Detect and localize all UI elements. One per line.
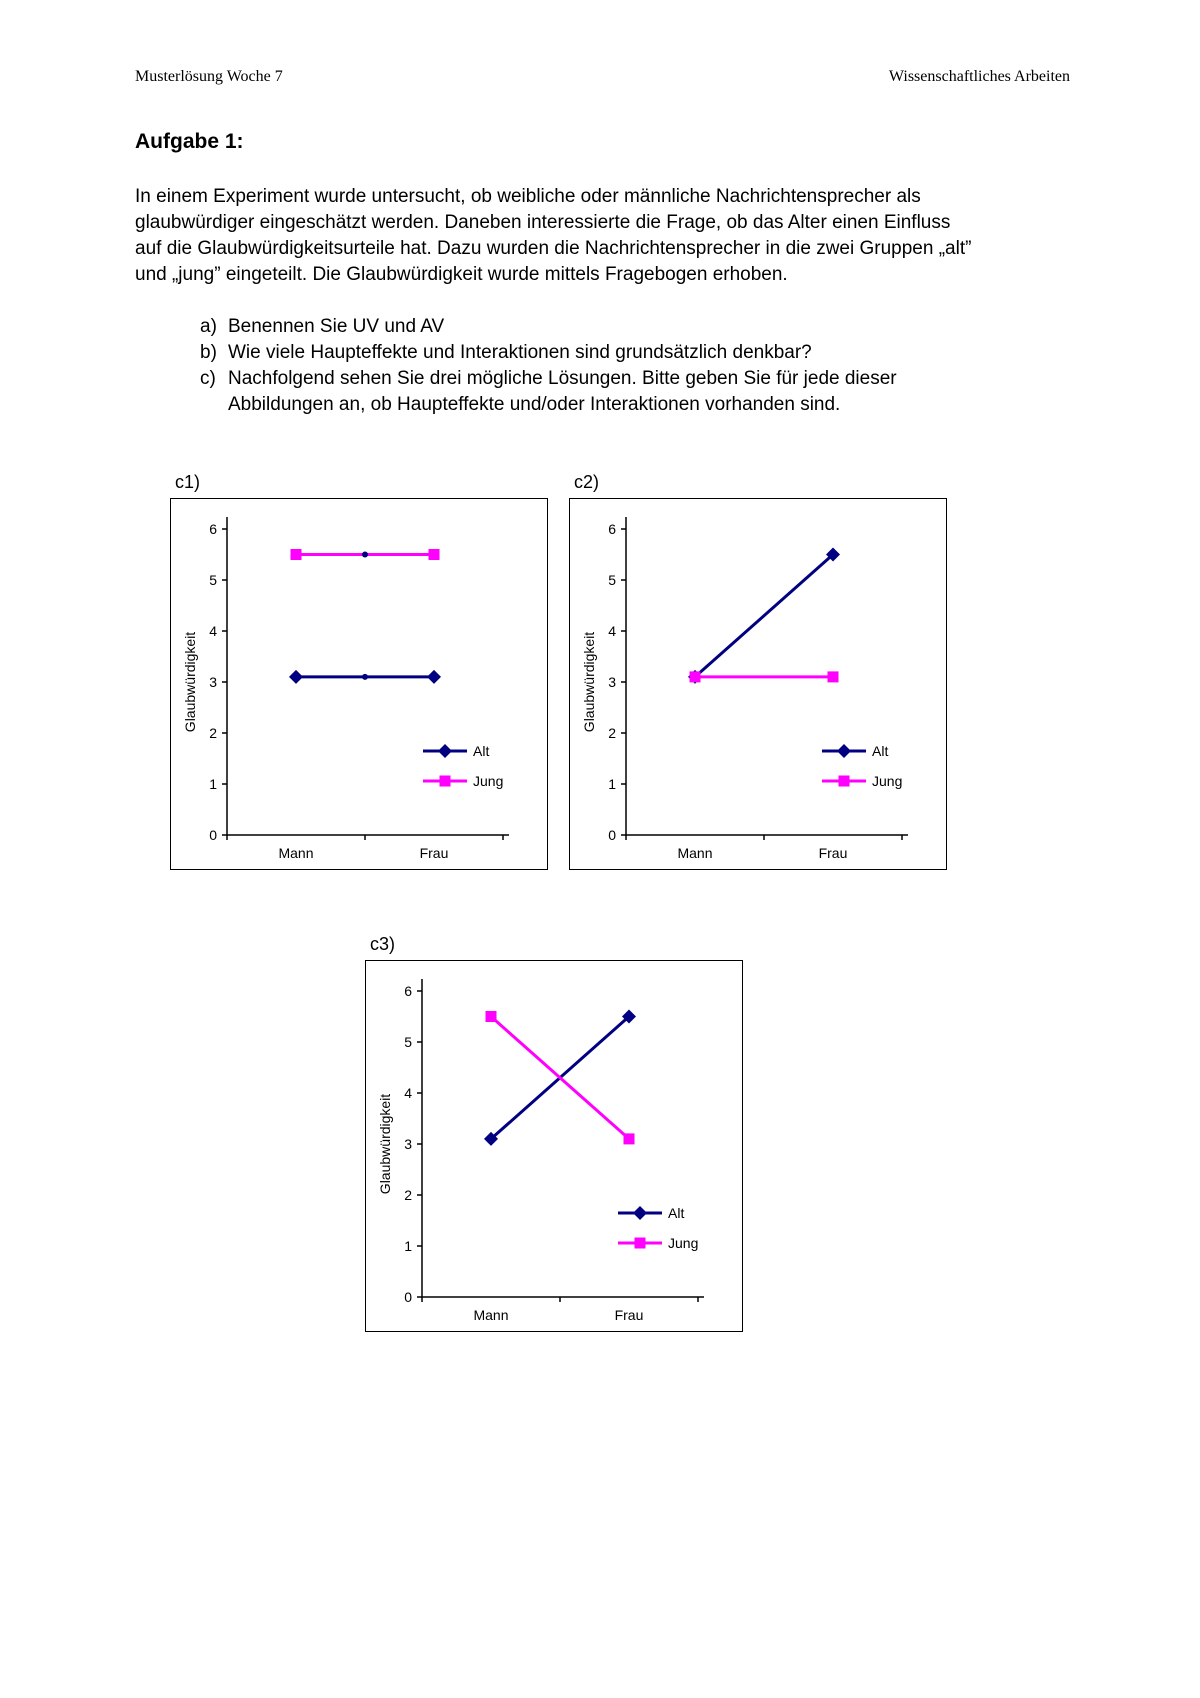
header-right-text: Wissenschaftliches Arbeiten (888, 68, 1070, 85)
svg-text:Jung: Jung (872, 773, 902, 789)
svg-text:5: 5 (608, 572, 616, 588)
task-marker: a) (200, 316, 217, 337)
svg-text:4: 4 (404, 1085, 412, 1101)
svg-text:3: 3 (404, 1136, 412, 1152)
task-item-a: a) Benennen Sie UV und AV (200, 314, 945, 340)
chart-c3: Mann Frau 0 1 2 3 4 5 6 Glaubwürdigkeit Alt Jung (365, 960, 743, 1332)
chart-svg: Mann Frau 0 1 2 3 4 5 6 Glaubwürdigkeit Alt Jung (581, 517, 908, 861)
chart-c2: Mann Frau 0 1 2 3 4 5 6 Glaubwürdigkeit Alt Jung (569, 498, 947, 870)
svg-text:Glaubwürdigkeit: Glaubwürdigkeit (377, 1094, 393, 1194)
chart-label-c2: c2) (574, 472, 600, 492)
svg-text:4: 4 (608, 623, 616, 639)
svg-text:3: 3 (209, 674, 217, 690)
svg-text:Alt: Alt (473, 743, 489, 759)
svg-text:Alt: Alt (872, 743, 888, 759)
chart-section-c2: c2) Mann Frau 0 1 2 3 4 5 6 Glaubwürdigkeit Alt Jun… (569, 472, 947, 870)
svg-text:3: 3 (608, 674, 616, 690)
header-left-text: Musterlösung Woche 7 (135, 68, 283, 85)
svg-text:0: 0 (608, 827, 616, 843)
svg-text:Jung: Jung (668, 1235, 698, 1251)
svg-text:1: 1 (608, 776, 616, 792)
svg-text:0: 0 (209, 827, 217, 843)
chart-c1: Mann Frau 0 1 2 3 4 5 6 Glaubwürdigkeit Alt Jung (170, 498, 548, 870)
svg-text:Frau: Frau (420, 845, 449, 861)
chart-svg: Mann Frau 0 1 2 3 4 5 6 Glaubwürdigkeit Alt Jung (182, 517, 509, 861)
svg-text:5: 5 (209, 572, 217, 588)
chart-svg: Mann Frau 0 1 2 3 4 5 6 Glaubwürdigkeit Alt Jung (377, 979, 704, 1323)
task-marker: c) (200, 368, 216, 389)
document-page: Musterlösung Woche 7 Wissenschaftliches … (135, 68, 1070, 1332)
svg-text:Mann: Mann (473, 1307, 508, 1323)
document-header: Musterlösung Woche 7 Wissenschaftliches … (135, 68, 1070, 86)
svg-text:6: 6 (209, 521, 217, 537)
svg-text:Alt: Alt (668, 1205, 684, 1221)
task-item-b: b) Wie viele Haupteffekte und Interaktio… (200, 340, 945, 366)
page-title: Aufgabe 1: (135, 130, 244, 153)
task-text: Nachfolgend sehen Sie drei mögliche Lösu… (228, 368, 897, 415)
svg-text:Frau: Frau (819, 845, 848, 861)
svg-text:6: 6 (608, 521, 616, 537)
svg-text:1: 1 (404, 1238, 412, 1254)
svg-text:2: 2 (209, 725, 217, 741)
charts-row: c1) Mann Frau 0 1 2 3 4 5 6 Glaubwürdigkeit Alt Jun… (170, 472, 1070, 870)
task-list: a) Benennen Sie UV und AV b) Wie viele H… (200, 314, 945, 418)
svg-text:4: 4 (209, 623, 217, 639)
svg-text:6: 6 (404, 983, 412, 999)
task-marker: b) (200, 342, 217, 363)
svg-text:Mann: Mann (677, 845, 712, 861)
chart-section-c1: c1) Mann Frau 0 1 2 3 4 5 6 Glaubwürdigkeit Alt Jun… (170, 472, 548, 870)
svg-text:Jung: Jung (473, 773, 503, 789)
svg-text:2: 2 (404, 1187, 412, 1203)
svg-text:Frau: Frau (615, 1307, 644, 1323)
task-text: Wie viele Haupteffekte und Interaktionen… (228, 342, 812, 363)
svg-text:5: 5 (404, 1034, 412, 1050)
svg-text:2: 2 (608, 725, 616, 741)
svg-text:Mann: Mann (278, 845, 313, 861)
intro-paragraph: In einem Experiment wurde untersucht, ob… (135, 186, 972, 285)
task-text: Benennen Sie UV und AV (228, 316, 445, 337)
svg-text:Glaubwürdigkeit: Glaubwürdigkeit (182, 632, 198, 732)
chart-label-c3: c3) (370, 934, 396, 954)
svg-text:Glaubwürdigkeit: Glaubwürdigkeit (581, 632, 597, 732)
chart-section-c3: c3) Mann Frau 0 1 2 3 4 5 6 Glaubwürdigkeit Alt Jun… (365, 934, 1070, 1332)
svg-text:1: 1 (209, 776, 217, 792)
task-item-c: c) Nachfolgend sehen Sie drei mögliche L… (200, 366, 945, 418)
svg-text:0: 0 (404, 1289, 412, 1305)
chart-label-c1: c1) (175, 472, 201, 492)
